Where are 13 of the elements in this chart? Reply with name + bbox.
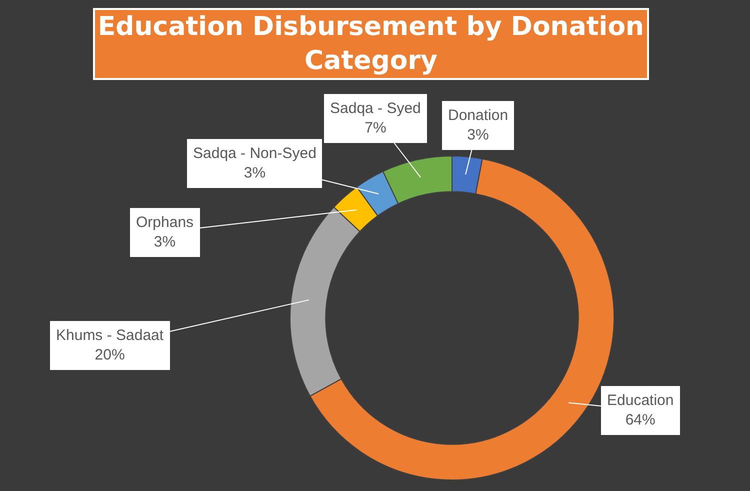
chart-title: Education Disbursement by Donation Category xyxy=(98,12,644,76)
slice-label: Education xyxy=(607,392,674,409)
data-label: 20% xyxy=(94,346,125,364)
slice-label: Sadqa - Non-Syed xyxy=(193,145,316,162)
slice-label: Donation xyxy=(448,107,508,124)
slice-label: Sadqa - Syed xyxy=(330,100,421,117)
slice-label: Khums - Sadaat xyxy=(56,327,164,344)
data-label: 3% xyxy=(244,164,266,182)
data-label: 64% xyxy=(625,412,656,428)
slice-label: Orphans xyxy=(136,214,194,231)
data-label: 3% xyxy=(154,234,176,250)
data-label: 7% xyxy=(364,120,386,136)
data-label: 3% xyxy=(467,126,489,144)
